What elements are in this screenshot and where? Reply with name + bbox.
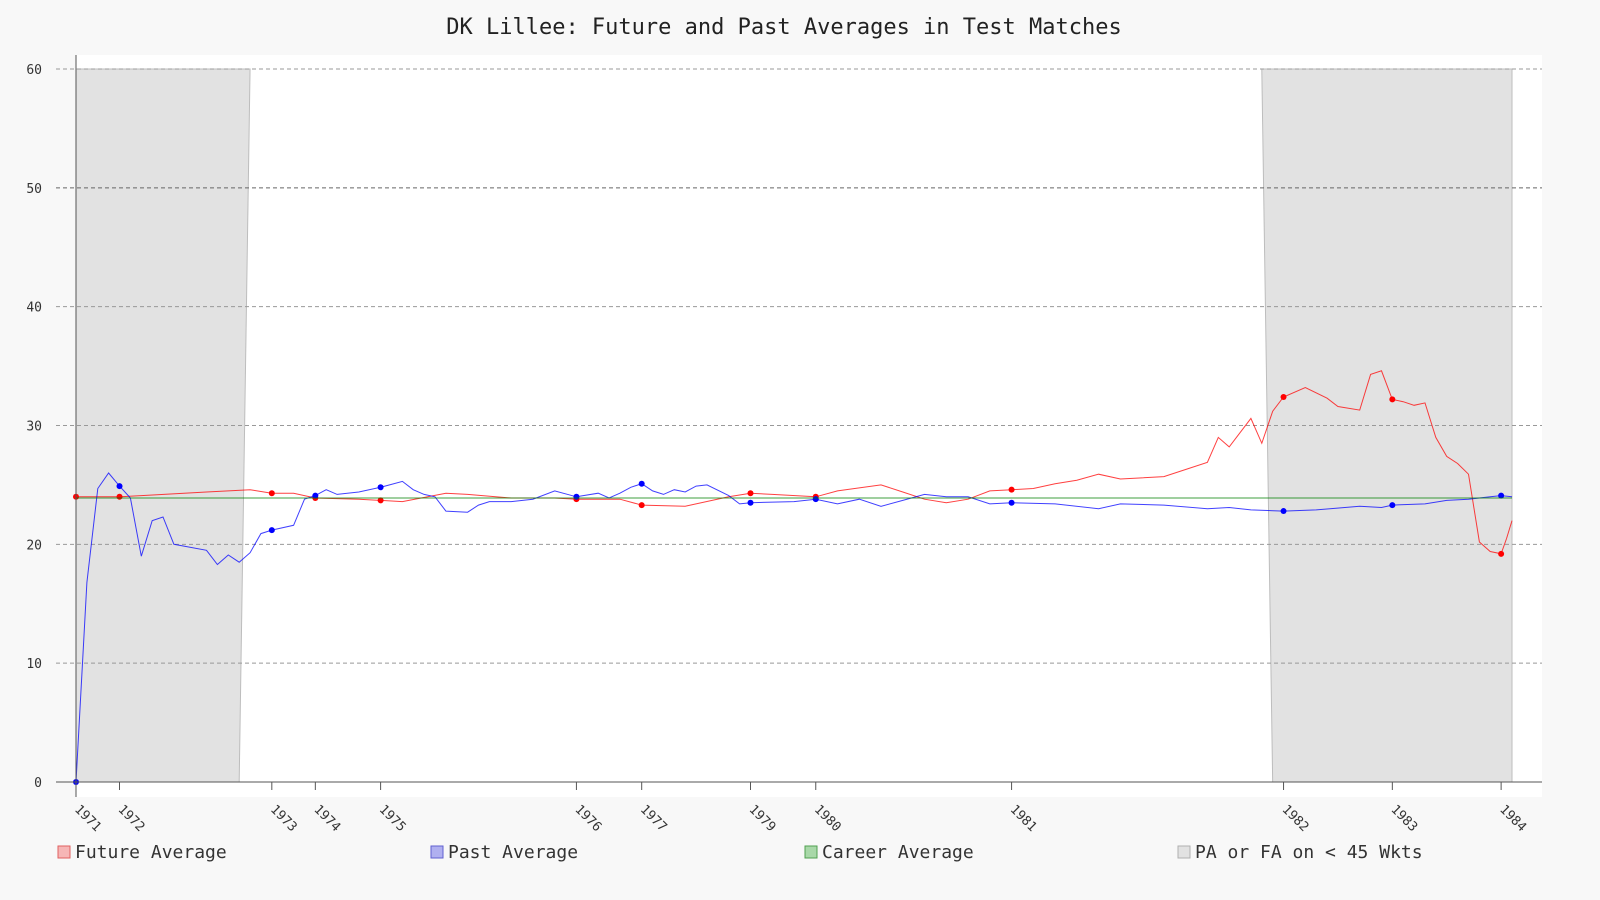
series-layer: [73, 370, 1513, 785]
future-average-point-2: [116, 493, 123, 500]
y-tick-label-60: 60: [26, 63, 42, 78]
past-average-point-8: [747, 499, 754, 506]
future-average-point-11: [1280, 393, 1287, 400]
legend-swatch-pa-or-fa-on-45-wkts: [1177, 845, 1191, 859]
past-average-point-3: [268, 527, 275, 534]
y-tick-label-0: 0: [34, 776, 42, 791]
y-tick-label-30: 30: [26, 420, 42, 435]
legend-swatch-past-average: [430, 845, 444, 859]
legend-label-future-average: Future Average: [75, 842, 227, 863]
grid: 0 10 20 30 40 50 60: [26, 63, 1542, 791]
chart-title: DK Lillee: Future and Past Averages in T…: [446, 15, 1122, 40]
future-average-point-7: [638, 502, 645, 509]
future-average-point-10: [1008, 486, 1015, 493]
past-average-point-2: [116, 483, 123, 490]
future-average-point-3: [268, 490, 275, 497]
legend-label-career-average: Career Average: [822, 842, 974, 863]
y-tick-label-40: 40: [26, 301, 42, 316]
y-tick-label-20: 20: [26, 538, 42, 553]
past-average-point-11: [1280, 508, 1287, 515]
past-average-point-7: [638, 480, 645, 487]
future-average-line: [76, 370, 1513, 555]
y-tick-label-10: 10: [26, 657, 42, 672]
y-tick-label-50: 50: [26, 182, 42, 197]
future-average-point-13: [1498, 550, 1505, 557]
past-average-point-6: [573, 493, 580, 500]
past-average-point-10: [1008, 499, 1015, 506]
legend-label-pa-or-fa-on-45-wkts: PA or FA on < 45 Wkts: [1195, 842, 1423, 863]
legend-label-past-average: Past Average: [448, 842, 578, 863]
legend-swatch-future-average: [57, 845, 71, 859]
past-average-point-5: [377, 484, 384, 491]
past-average-line: [75, 472, 1513, 783]
past-average-point-12: [1389, 502, 1396, 509]
legend-swatch-career-average: [804, 845, 818, 859]
legend: Future Average Past Average Career Average…: [57, 842, 1423, 863]
past-average-point-9: [812, 496, 819, 503]
future-average-point-8: [747, 490, 754, 497]
future-average-point-5: [377, 497, 384, 504]
past-average-point-4: [312, 492, 319, 499]
past-average-point-13: [1498, 492, 1505, 499]
future-average-point-12: [1389, 396, 1396, 403]
